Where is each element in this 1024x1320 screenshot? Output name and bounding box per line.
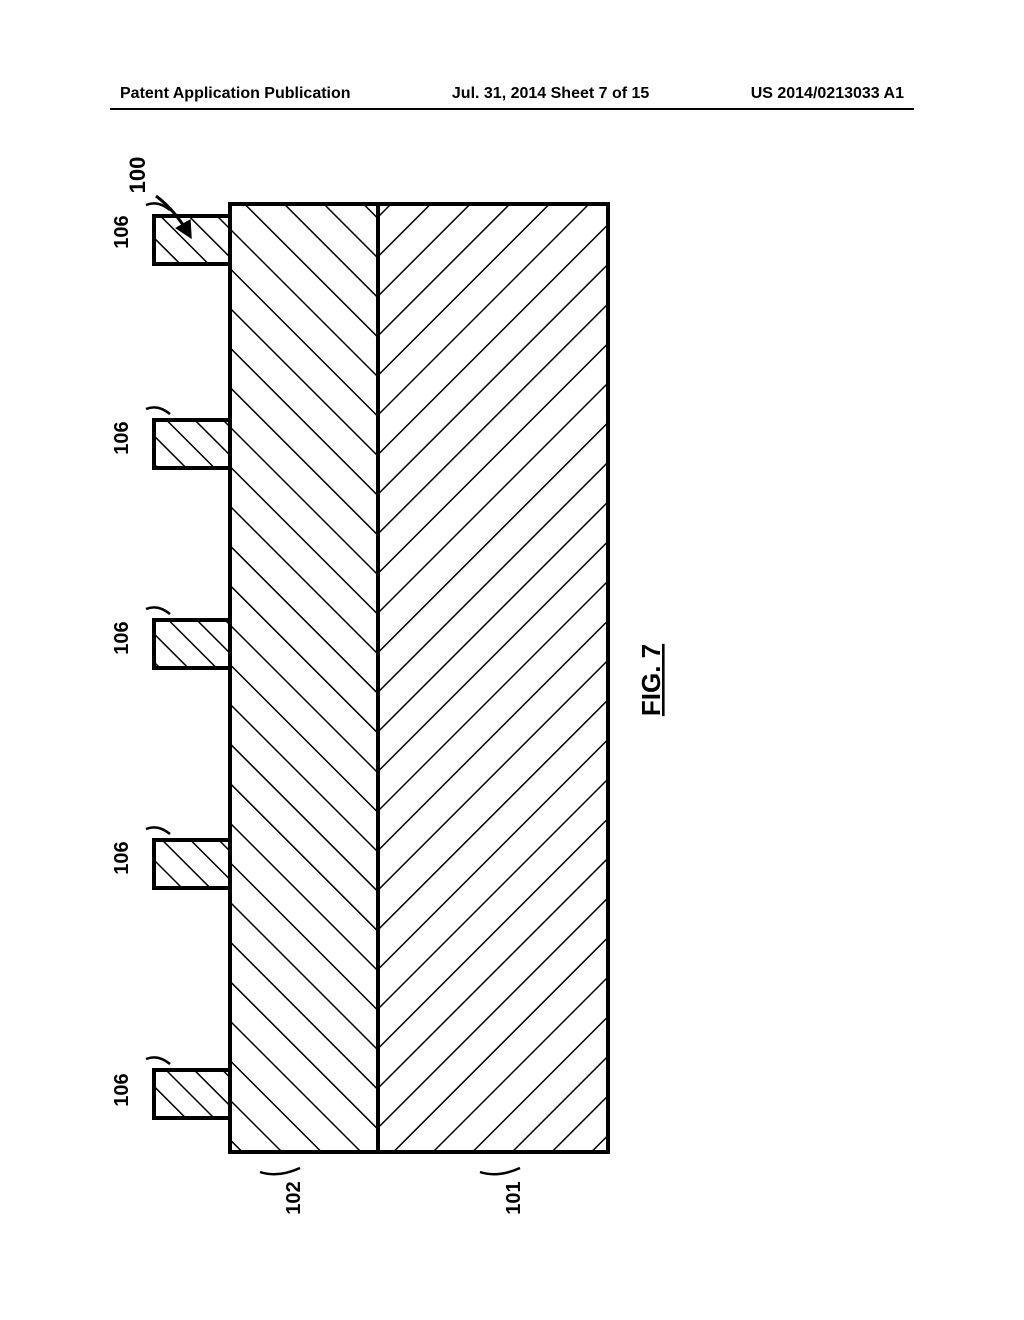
label-106-3: 106 [111,621,133,654]
label-106-5: 106 [111,215,133,248]
label-106-1: 106 [111,1073,133,1106]
layer-101-substrate [378,204,608,1152]
layer-102 [230,204,378,1152]
label-106-4: 106 [111,421,133,454]
patent-figure: 100 106 106 106 106 106 102 101 FIG. 7 [0,0,1024,1320]
figure-caption: FIG. 7 [636,644,666,716]
label-106-2: 106 [111,841,133,874]
fins-106 [154,216,230,1118]
lead-102 [260,1168,300,1174]
lead-101 [480,1168,520,1174]
label-100: 100 [125,157,150,194]
label-101: 101 [503,1181,525,1214]
label-102: 102 [283,1181,305,1214]
